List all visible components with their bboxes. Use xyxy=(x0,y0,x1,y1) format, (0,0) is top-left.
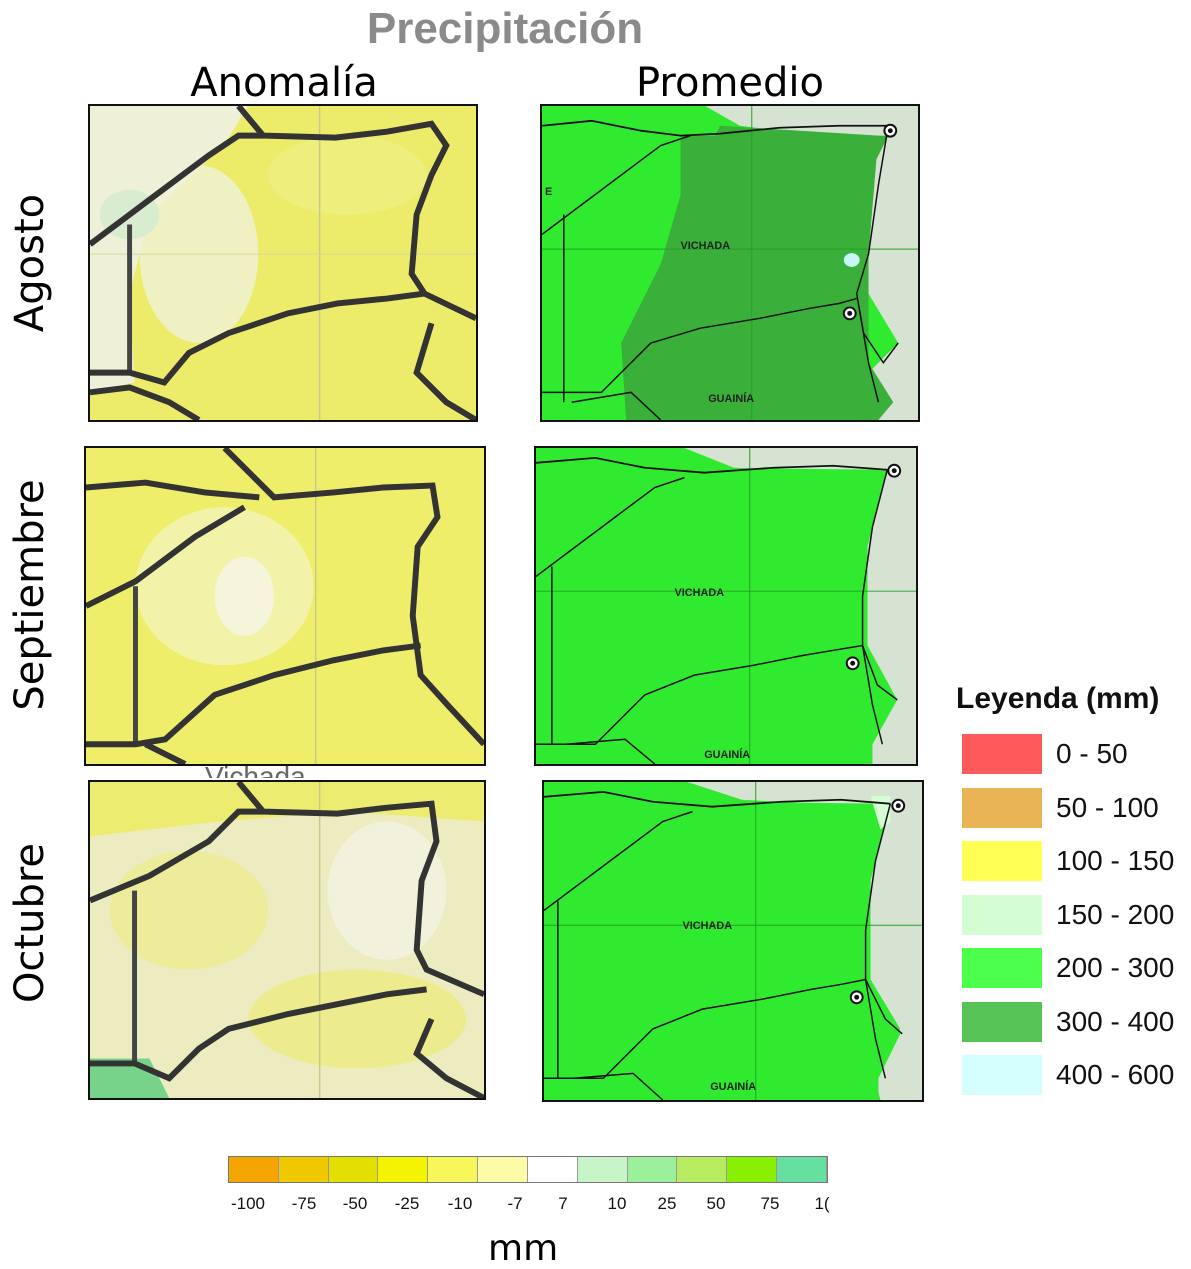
colorbar-cell xyxy=(677,1157,728,1182)
legend-item: 50 - 100 xyxy=(962,787,1191,828)
legend-item: 0 - 50 xyxy=(962,734,1191,774)
colorbar-tick-label: -100 xyxy=(230,1194,266,1213)
legend-swatch xyxy=(962,1001,1042,1042)
colorbar-tick-label: 7 xyxy=(558,1194,568,1213)
colorbar-tick-label: 25 xyxy=(657,1194,677,1213)
legend-label: 400 - 600 xyxy=(1056,1059,1175,1090)
colorbar-cell xyxy=(478,1157,528,1182)
colorbar-cell xyxy=(777,1157,827,1182)
colorbar-tick-label: 50 xyxy=(706,1194,726,1213)
colorbar-tick-label: -50 xyxy=(342,1194,368,1213)
anomaly-map-septiembre xyxy=(84,446,486,766)
colorbar-tick-label: -75 xyxy=(291,1194,317,1213)
map-label-vichada: VICHADA xyxy=(683,920,733,932)
legend-label: 200 - 300 xyxy=(1056,952,1175,983)
legend-swatch xyxy=(962,734,1042,774)
figure-title: Precipitación xyxy=(366,4,644,53)
column-header-anomalia: Anomalía xyxy=(190,60,378,106)
map-label-guainia: GUAINÍA xyxy=(710,1080,756,1093)
legend-title: Leyenda (mm) xyxy=(956,682,1160,715)
map-label-guainia: GUAINÍA xyxy=(708,392,754,405)
colorbar-unit: mm xyxy=(488,1228,559,1269)
column-header-promedio: Promedio xyxy=(635,60,824,106)
legend-swatch xyxy=(962,948,1042,988)
legend-label: 300 - 400 xyxy=(1056,1005,1175,1037)
average-map-octubre: VICHADA GUAINÍA xyxy=(542,780,924,1102)
colorbar-cell xyxy=(378,1157,429,1182)
legend-item: 200 - 300 xyxy=(962,948,1191,988)
average-map-septiembre: VICHADA GUAINÍA xyxy=(534,446,918,766)
map-label-edge: E xyxy=(545,186,552,198)
colorbar-tick-label: -7 xyxy=(507,1194,523,1213)
colorbar-cell xyxy=(727,1157,778,1182)
map-label-vichada: VICHADA xyxy=(675,587,725,599)
colorbar-tick-label: -10 xyxy=(447,1194,473,1213)
colorbar-tick-label: 75 xyxy=(760,1194,780,1213)
colorbar-cell xyxy=(577,1157,628,1182)
overlapped-ghost-text: Vichada xyxy=(205,764,405,778)
legend-label: 100 - 150 xyxy=(1056,845,1175,876)
anomaly-map-octubre xyxy=(88,780,486,1100)
legend-item: 150 - 200 xyxy=(962,894,1191,935)
legend-swatch xyxy=(962,894,1042,935)
row-header-octubre: Octubre xyxy=(7,842,53,1004)
legend-swatch xyxy=(962,841,1042,881)
row-header-agosto: Agosto xyxy=(7,193,53,333)
colorbar-tick-label: -25 xyxy=(394,1194,420,1213)
map-label-vichada: VICHADA xyxy=(681,240,731,252)
anomaly-colorbar xyxy=(228,1156,828,1183)
colorbar-tick-label: 10 xyxy=(607,1194,627,1213)
legend-item: 300 - 400 xyxy=(962,1001,1191,1042)
anomaly-map-agosto xyxy=(88,104,478,422)
average-map-agosto: VICHADA GUAINÍA E xyxy=(540,104,920,422)
legend-item: 400 - 600 xyxy=(962,1055,1191,1095)
colorbar-cell xyxy=(278,1157,329,1182)
legend-label: 0 - 50 xyxy=(1056,738,1128,769)
legend-swatch xyxy=(962,1055,1042,1095)
colorbar-cell xyxy=(229,1157,279,1182)
colorbar-cell xyxy=(627,1157,678,1182)
legend-label: 50 - 100 xyxy=(1056,791,1159,823)
colorbar-cell xyxy=(428,1157,479,1182)
map-label-guainia: GUAINÍA xyxy=(704,748,750,761)
legend-label: 150 - 200 xyxy=(1056,898,1175,930)
colorbar-cell xyxy=(527,1157,578,1182)
colorbar-tick-label: 1( xyxy=(814,1194,830,1213)
legend-item: 100 - 150 xyxy=(962,841,1191,881)
row-header-septiembre: Septiembre xyxy=(7,479,53,711)
legend-swatch xyxy=(962,787,1042,828)
colorbar-cell xyxy=(328,1157,379,1182)
